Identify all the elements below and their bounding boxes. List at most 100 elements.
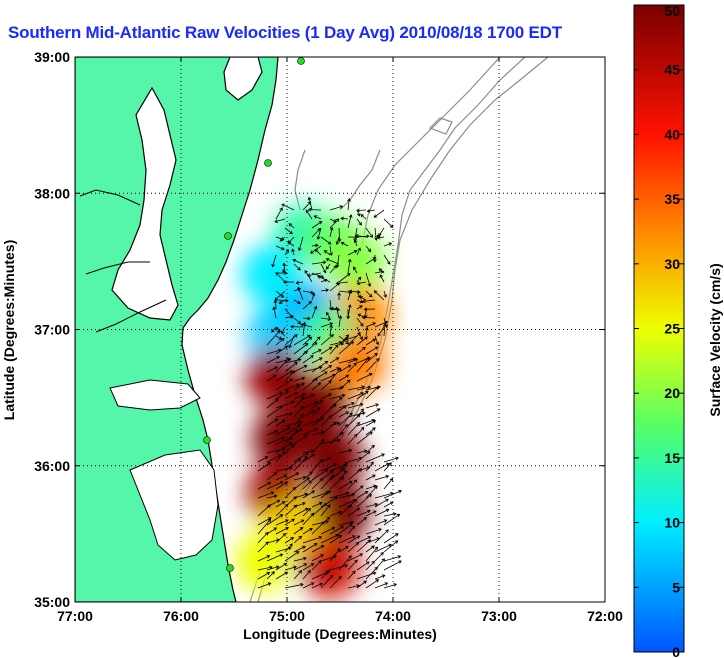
velocity-arrow xyxy=(347,385,365,391)
velocity-arrow xyxy=(356,509,371,517)
velocity-arrow xyxy=(340,216,349,221)
velocity-arrow xyxy=(347,498,358,508)
velocity-arrow xyxy=(347,362,357,373)
x-tick-label: 77:00 xyxy=(57,608,93,624)
velocity-arrow xyxy=(374,519,388,526)
velocity-arrow xyxy=(311,360,329,373)
velocity-arrow xyxy=(284,518,295,526)
velocity-arrow xyxy=(356,418,376,427)
velocity-arrow xyxy=(311,260,327,265)
velocity-arrow xyxy=(356,357,370,373)
velocity-arrow xyxy=(347,584,361,589)
velocity-arrow xyxy=(338,401,355,409)
velocity-arrow xyxy=(365,474,376,481)
velocity-arrow xyxy=(257,554,271,562)
velocity-arrow xyxy=(275,272,286,283)
velocity-arrow xyxy=(365,444,375,454)
velocity-arrow xyxy=(361,315,376,320)
velocity-arrow xyxy=(345,335,358,341)
velocity-arrow xyxy=(337,292,341,301)
velocity-arrow xyxy=(383,218,394,228)
velocity-arrow xyxy=(359,296,367,301)
velocity-arrow xyxy=(284,543,293,553)
velocity-arrow xyxy=(275,562,288,571)
velocity-arrow xyxy=(374,551,384,562)
velocity-arrow xyxy=(284,420,303,427)
velocity-arrow xyxy=(329,357,340,364)
velocity-arrow xyxy=(320,317,332,321)
velocity-arrow xyxy=(287,241,295,247)
velocity-arrow xyxy=(311,371,328,382)
velocity-arrow xyxy=(320,496,338,508)
velocity-arrow xyxy=(356,326,363,341)
velocity-arrow xyxy=(302,355,314,364)
velocity-arrow xyxy=(329,367,342,382)
velocity-arrow xyxy=(347,214,353,229)
velocity-arrow xyxy=(320,438,341,445)
colorbar-label: Surface Velocity (cm/s) xyxy=(707,263,723,416)
velocity-arrow xyxy=(325,258,340,265)
colorbar-tick-label: 0 xyxy=(672,644,680,659)
velocity-arrow xyxy=(271,254,277,268)
velocity-arrow xyxy=(365,338,377,346)
velocity-arrow xyxy=(338,535,356,544)
velocity-arrow xyxy=(302,410,315,418)
velocity-arrow xyxy=(302,563,315,571)
velocity-arrow xyxy=(325,263,331,270)
velocity-arrow xyxy=(302,507,312,517)
velocity-arrow xyxy=(311,228,321,238)
velocity-arrow xyxy=(275,533,287,544)
velocity-arrow xyxy=(297,286,304,301)
velocity-arrow xyxy=(266,499,281,508)
velocity-cell xyxy=(246,347,307,408)
x-tick-label: 74:00 xyxy=(375,608,411,624)
velocity-arrow xyxy=(329,245,333,257)
velocity-arrow xyxy=(272,306,277,319)
velocity-cell xyxy=(241,245,302,305)
velocity-arrow xyxy=(356,317,364,327)
velocity-arrow xyxy=(347,525,356,535)
velocity-arrow xyxy=(311,406,321,418)
velocity-arrow xyxy=(374,498,389,508)
velocity-arrow xyxy=(365,546,379,562)
velocity-arrow xyxy=(383,489,403,499)
velocity-arrow xyxy=(376,235,385,240)
velocity-arrow xyxy=(347,198,351,211)
velocity-arrow xyxy=(347,507,361,517)
velocity-arrow xyxy=(257,518,272,535)
velocity-arrow xyxy=(293,343,309,355)
velocity-arrow xyxy=(266,436,286,445)
velocity-arrow xyxy=(340,241,349,247)
velocity-arrow xyxy=(275,290,285,298)
velocity-arrow xyxy=(338,546,349,553)
velocity-arrow xyxy=(366,209,376,213)
velocity-arrow xyxy=(365,579,380,589)
velocity-arrow xyxy=(347,421,361,436)
colorbar-tick-label: 5 xyxy=(672,579,680,595)
velocity-arrow xyxy=(275,370,293,382)
velocity-arrow xyxy=(311,243,319,248)
radar-site-marker xyxy=(224,232,232,240)
velocity-arrow xyxy=(365,227,373,238)
velocity-arrow xyxy=(320,516,331,526)
velocity-arrow xyxy=(293,393,306,400)
velocity-arrow xyxy=(302,341,318,355)
velocity-arrow xyxy=(329,564,349,571)
radar-site-marker xyxy=(203,436,211,444)
velocity-arrow xyxy=(284,227,293,235)
velocity-arrow xyxy=(266,514,284,526)
velocity-arrow xyxy=(365,290,373,298)
velocity-arrow xyxy=(293,317,302,325)
velocity-arrow xyxy=(347,249,358,256)
velocity-arrow xyxy=(365,545,375,553)
velocity-arrow xyxy=(347,570,356,580)
velocity-arrow xyxy=(329,525,345,535)
y-tick-label: 35:00 xyxy=(34,594,70,610)
x-tick-label: 73:00 xyxy=(481,608,517,624)
x-tick-label: 75:00 xyxy=(269,608,305,624)
velocity-arrow xyxy=(329,535,343,544)
colorbar-tick-label: 25 xyxy=(664,321,680,337)
velocity-arrow xyxy=(293,527,304,535)
velocity-arrow xyxy=(329,393,346,400)
x-axis-label: Longitude (Degrees:Minutes) xyxy=(243,626,437,642)
